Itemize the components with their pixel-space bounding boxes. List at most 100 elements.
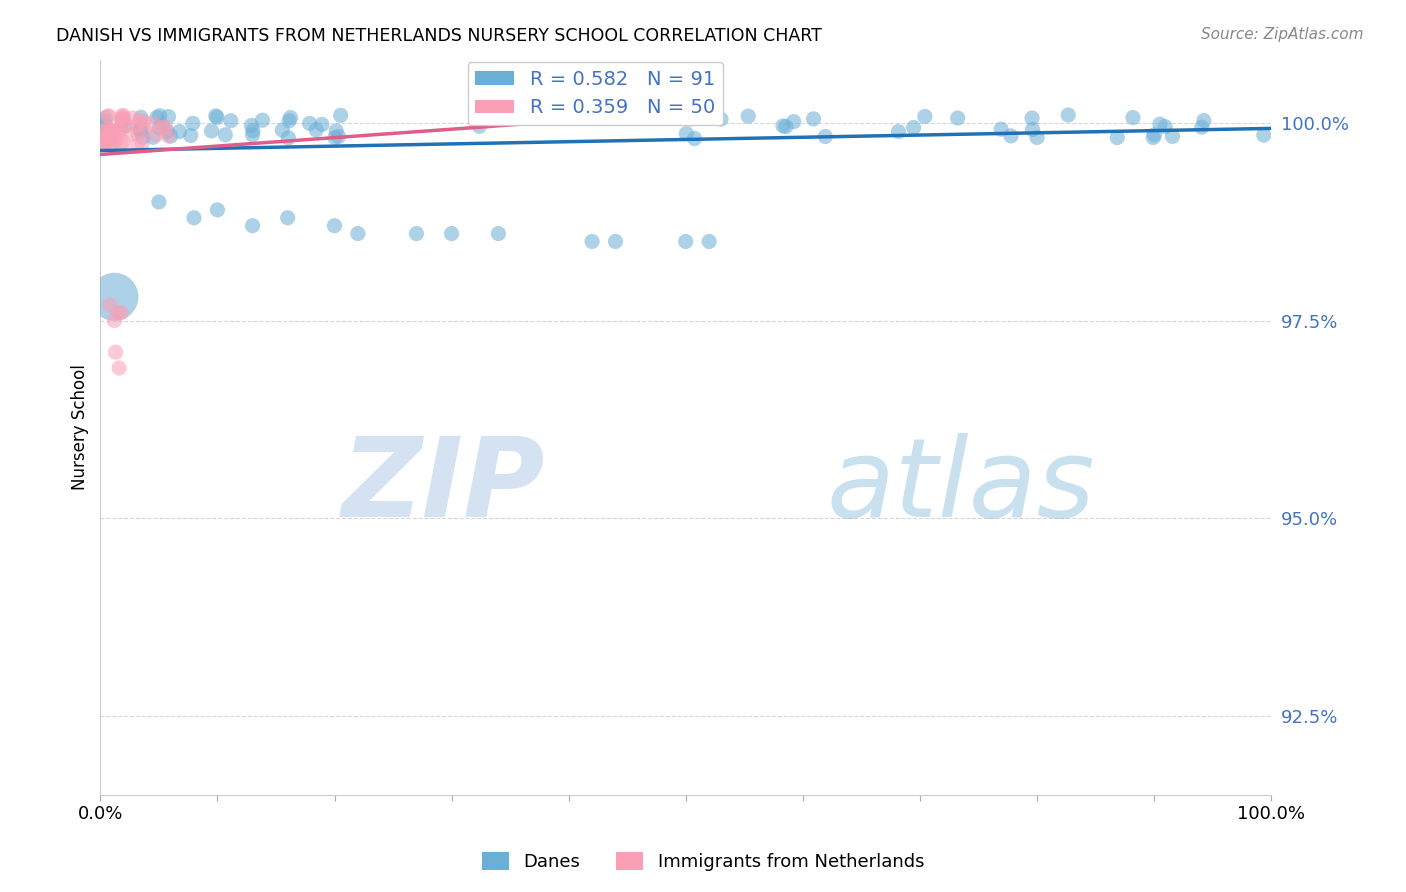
- Point: [107, 306, 129, 320]
- Point: [155, 120, 177, 134]
- Point: [108, 125, 131, 139]
- Point: [280, 111, 302, 125]
- Point: [98, 124, 121, 138]
- Text: atlas: atlas: [827, 433, 1095, 540]
- Point: [121, 111, 143, 125]
- Point: [91, 136, 114, 151]
- Text: ZIP: ZIP: [342, 433, 546, 540]
- Point: [96, 121, 118, 136]
- Point: [93, 131, 115, 145]
- Point: [1021, 111, 1043, 125]
- Point: [101, 123, 124, 137]
- Point: [328, 129, 350, 144]
- Point: [990, 122, 1012, 136]
- Point: [101, 124, 124, 138]
- Point: [103, 290, 125, 304]
- Point: [148, 194, 170, 209]
- Point: [145, 128, 167, 142]
- Point: [1107, 130, 1129, 145]
- Point: [112, 109, 135, 123]
- Point: [129, 123, 152, 137]
- Point: [97, 109, 120, 123]
- Point: [94, 119, 117, 133]
- Point: [697, 235, 720, 249]
- Point: [111, 112, 134, 126]
- Point: [772, 119, 794, 133]
- Point: [271, 123, 294, 137]
- Point: [207, 202, 229, 217]
- Point: [1191, 120, 1213, 135]
- Point: [159, 129, 181, 144]
- Point: [93, 124, 115, 138]
- Point: [94, 128, 117, 143]
- Point: [1253, 128, 1275, 143]
- Point: [111, 114, 134, 128]
- Point: [204, 109, 226, 123]
- Point: [1192, 113, 1215, 128]
- Point: [329, 108, 352, 122]
- Point: [783, 114, 806, 128]
- Point: [581, 235, 603, 249]
- Point: [128, 118, 150, 132]
- Point: [97, 130, 120, 145]
- Point: [1154, 120, 1177, 134]
- Point: [129, 122, 152, 136]
- Point: [180, 128, 202, 143]
- Point: [405, 227, 427, 241]
- Point: [110, 306, 132, 320]
- Point: [486, 227, 509, 241]
- Point: [219, 113, 242, 128]
- Point: [914, 110, 936, 124]
- Point: [96, 126, 118, 140]
- Point: [737, 109, 759, 123]
- Point: [946, 111, 969, 125]
- Point: [93, 136, 115, 150]
- Point: [98, 298, 121, 312]
- Point: [214, 128, 236, 142]
- Point: [91, 132, 114, 146]
- Point: [169, 125, 191, 139]
- Point: [100, 136, 122, 150]
- Point: [347, 227, 370, 241]
- Point: [146, 111, 169, 125]
- Point: [149, 109, 172, 123]
- Point: [157, 128, 180, 143]
- Point: [775, 120, 797, 134]
- Point: [183, 211, 205, 225]
- Point: [111, 108, 134, 122]
- Point: [305, 123, 328, 137]
- Point: [132, 114, 155, 128]
- Point: [103, 128, 125, 142]
- Point: [681, 112, 703, 126]
- Point: [311, 118, 333, 132]
- Point: [323, 219, 346, 233]
- Point: [323, 130, 346, 145]
- Point: [181, 116, 204, 130]
- Point: [440, 227, 463, 241]
- Point: [710, 112, 733, 127]
- Point: [277, 131, 299, 145]
- Text: DANISH VS IMMIGRANTS FROM NETHERLANDS NURSERY SCHOOL CORRELATION CHART: DANISH VS IMMIGRANTS FROM NETHERLANDS NU…: [56, 27, 823, 45]
- Point: [104, 345, 127, 359]
- Point: [131, 136, 153, 151]
- Point: [252, 113, 274, 128]
- Point: [115, 118, 138, 132]
- Point: [1021, 122, 1043, 136]
- Point: [1143, 128, 1166, 142]
- Point: [683, 131, 706, 145]
- Point: [97, 131, 120, 145]
- Point: [91, 135, 114, 149]
- Point: [803, 112, 825, 126]
- Point: [156, 124, 179, 138]
- Point: [94, 111, 117, 125]
- Point: [129, 113, 152, 128]
- Point: [98, 123, 121, 137]
- Point: [605, 235, 627, 249]
- Point: [120, 128, 142, 142]
- Point: [125, 139, 148, 153]
- Text: Source: ZipAtlas.com: Source: ZipAtlas.com: [1201, 27, 1364, 42]
- Point: [93, 114, 115, 128]
- Point: [200, 124, 222, 138]
- Point: [1122, 111, 1144, 125]
- Point: [242, 219, 264, 233]
